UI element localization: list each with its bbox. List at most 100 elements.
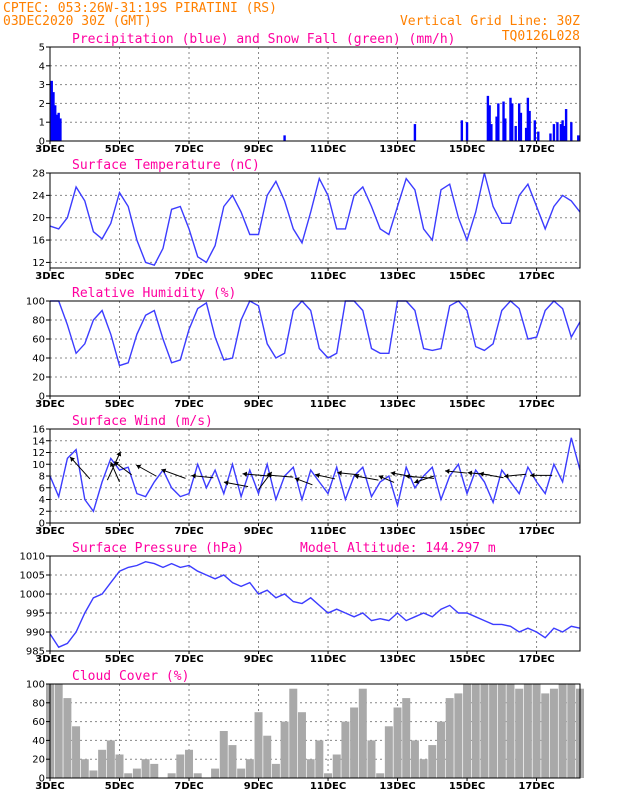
header-run-time: 03DEC2020 30Z (GMT) <box>3 14 152 29</box>
x-tick-label: 15DEC <box>449 399 485 410</box>
cloud-bar <box>228 745 237 778</box>
panel-frame <box>49 300 581 397</box>
cloud-bar <box>402 698 411 778</box>
x-tick-label: 17DEC <box>518 399 554 410</box>
y-tick-label: 1 <box>39 118 45 129</box>
cloud-cover-title: Cloud Cover (%) <box>72 669 189 684</box>
x-tick-label: 9DEC <box>244 271 273 282</box>
cloud-bar <box>219 731 228 778</box>
cloud-bar <box>471 684 480 778</box>
precip-bar <box>519 112 523 141</box>
cloud-bar <box>132 768 141 778</box>
y-tick-label: 10 <box>32 460 45 471</box>
y-tick-label: 16 <box>32 425 45 436</box>
cloud-bar <box>89 770 98 778</box>
x-tick-label: 11DEC <box>310 526 346 537</box>
cloud-bar <box>254 712 263 778</box>
y-tick-label: 0 <box>39 774 45 785</box>
wind-arrowhead <box>315 472 320 478</box>
cloud-bar <box>428 745 437 778</box>
cloud-bar <box>245 759 254 778</box>
precip-bar <box>533 120 537 141</box>
y-tick-label: 6 <box>39 483 45 494</box>
precip-bar <box>52 92 55 141</box>
precip-bar <box>413 124 417 141</box>
x-tick-label: 9DEC <box>244 399 273 410</box>
y-tick-label: 995 <box>26 609 45 620</box>
x-tick-label: 7DEC <box>174 526 203 537</box>
cloud-bar <box>567 684 576 778</box>
x-tick-label: 15DEC <box>449 271 485 282</box>
x-tick-label: 5DEC <box>105 781 134 792</box>
precip-bar <box>561 120 564 141</box>
cloud-bar <box>263 735 272 778</box>
x-tick-label: 9DEC <box>244 654 273 665</box>
precip-bar <box>570 122 573 141</box>
cloud-bar <box>80 759 89 778</box>
x-tick-label: 11DEC <box>310 654 346 665</box>
cloud-bar <box>185 749 194 778</box>
header-grid-note: Vertical Grid Line: 30Z <box>400 14 580 29</box>
pressure-line <box>49 560 581 649</box>
x-tick-label: 11DEC <box>310 271 346 282</box>
y-tick-label: 12 <box>32 258 45 269</box>
precip-bar <box>528 110 531 141</box>
wind-vector <box>161 469 186 479</box>
y-tick-label: 40 <box>32 354 45 365</box>
temperature-panel: 12 16 20 24 28 3DEC 5DEC 7DEC 9DEC 11DEC 13DEC 15DE… <box>32 158 581 282</box>
x-tick-label: 5DEC <box>105 526 134 537</box>
cloud-bar <box>106 740 115 778</box>
wind-arrowhead <box>161 468 167 474</box>
cloud-bar <box>523 684 532 778</box>
x-tick-label: 11DEC <box>310 399 346 410</box>
x-tick-label: 13DEC <box>379 654 415 665</box>
wind-arrowhead <box>467 470 473 476</box>
wind-arrowhead <box>70 456 75 462</box>
precip-bar <box>486 95 490 141</box>
cloud-bar <box>63 698 72 778</box>
wind-arrowhead <box>191 473 196 479</box>
y-tick-label: 1010 <box>20 552 45 563</box>
wind-arrowhead <box>414 478 420 484</box>
cloud-bar <box>549 688 558 778</box>
x-tick-label: 5DEC <box>105 399 134 410</box>
precip-bar <box>564 109 568 141</box>
y-tick-label: 40 <box>32 736 45 747</box>
y-tick-label: 4 <box>39 61 45 72</box>
x-tick-label: 5DEC <box>105 144 134 155</box>
humidity-line <box>50 299 581 367</box>
panel-frame <box>49 555 581 652</box>
precip-bar <box>490 124 493 141</box>
cloud-bar <box>541 693 550 778</box>
temperature-line <box>49 172 581 267</box>
cloud-bar <box>367 740 376 778</box>
y-tick-label: 80 <box>32 316 45 327</box>
x-tick-label: 7DEC <box>174 654 203 665</box>
y-tick-label: 20 <box>32 373 45 384</box>
panel-frame <box>49 683 581 779</box>
cloud-bar <box>115 754 124 778</box>
precip-bar <box>54 105 57 141</box>
cloud-bar <box>289 688 298 778</box>
x-tick-label: 15DEC <box>449 526 485 537</box>
cloud-bar <box>193 773 202 778</box>
y-tick-label: 5 <box>39 43 45 54</box>
precip-bar <box>563 125 566 141</box>
wind-arrowhead <box>242 471 248 477</box>
x-tick-label: 15DEC <box>449 781 485 792</box>
x-tick-label: 17DEC <box>518 271 554 282</box>
cloud-bar <box>72 726 81 778</box>
x-tick-label: 7DEC <box>174 781 203 792</box>
precip-bar <box>559 124 563 141</box>
precip-bar <box>537 131 540 141</box>
cloud-bar <box>558 684 567 778</box>
x-tick-label: 9DEC <box>244 526 273 537</box>
cloud-bar <box>350 707 359 778</box>
cloud-bar <box>167 773 176 778</box>
cloud-bar <box>497 684 506 778</box>
x-tick-label: 9DEC <box>244 781 273 792</box>
cloud-bar <box>419 759 428 778</box>
wind-arrowhead <box>530 472 535 478</box>
